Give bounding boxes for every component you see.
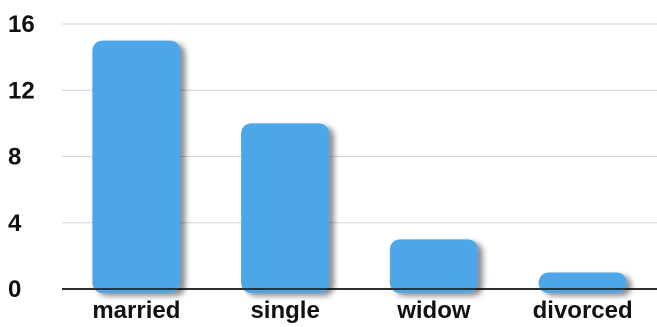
bar-single (241, 123, 330, 293)
x-tick-label-single: single (250, 297, 319, 324)
x-tick-label-widow: widow (396, 297, 471, 324)
x-tick-label-divorced: divorced (533, 297, 633, 324)
bar-widow (389, 239, 478, 293)
y-tick-label-4: 4 (8, 210, 22, 237)
x-tick-label-married: married (92, 297, 180, 324)
x-axis-category-labels: married single widow divorced (92, 297, 632, 324)
bars (92, 40, 627, 293)
y-tick-label-8: 8 (8, 144, 21, 171)
y-tick-label-12: 12 (8, 77, 35, 104)
y-tick-label-16: 16 (8, 11, 35, 38)
bar-married (92, 40, 181, 293)
y-axis-tick-labels: 0 4 8 12 16 (8, 11, 35, 303)
y-tick-label-0: 0 (8, 276, 21, 303)
bar-divorced (538, 272, 627, 293)
